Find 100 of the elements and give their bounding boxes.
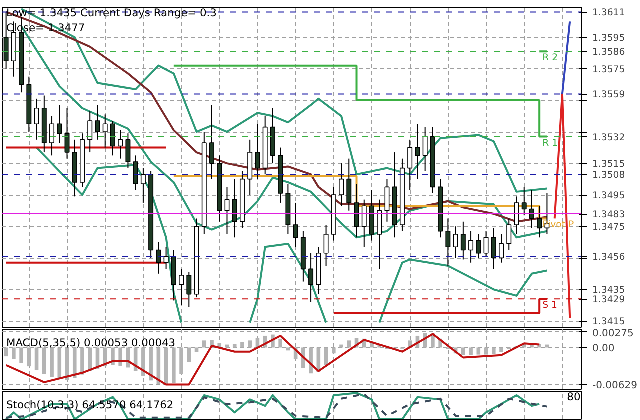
series-label: R 1 xyxy=(542,138,558,149)
candlestick xyxy=(88,111,93,154)
candlestick xyxy=(324,224,329,267)
candlestick xyxy=(453,226,458,259)
text: MACD(5,35,5) 0.00053 0.00043 xyxy=(6,336,176,350)
candlestick xyxy=(476,234,482,259)
candlestick xyxy=(179,268,184,306)
candlestick xyxy=(164,246,169,270)
candlestick xyxy=(460,221,466,260)
line-series xyxy=(249,242,328,324)
candlestick xyxy=(354,184,360,238)
candlestick xyxy=(64,108,70,160)
candlestick xyxy=(468,230,474,264)
bar xyxy=(194,348,199,352)
bar xyxy=(462,348,466,356)
candlestick xyxy=(57,104,62,144)
candlestick xyxy=(384,178,390,222)
ref-line-label: 1.3532 xyxy=(592,132,626,144)
bar xyxy=(232,344,237,348)
candlestick xyxy=(95,104,100,140)
line-series xyxy=(36,146,183,324)
ref-line-label: 1.3586 xyxy=(592,47,626,58)
bar xyxy=(34,348,39,370)
candlestick xyxy=(422,126,428,172)
candlestick xyxy=(308,252,314,303)
candlestick xyxy=(255,124,260,180)
candlestick xyxy=(140,168,146,204)
bar xyxy=(202,340,206,348)
bar xyxy=(484,348,488,355)
candlestick xyxy=(102,114,108,148)
candlestick xyxy=(415,124,420,180)
candlestick xyxy=(499,234,504,264)
line-series xyxy=(5,333,541,386)
bar xyxy=(476,348,481,355)
y-tick-label: 1.3495 xyxy=(592,190,626,202)
candlestick xyxy=(484,230,489,258)
candlestick xyxy=(186,272,192,308)
ref-line-label: 1.3611 xyxy=(592,8,626,19)
y-tick-label: 1.3475 xyxy=(592,222,626,234)
y-tick-label: 1.3595 xyxy=(592,32,626,44)
bar xyxy=(469,348,473,356)
y-tick-label: 1.3515 xyxy=(592,159,626,170)
y-tick-label: 1.3575 xyxy=(592,64,626,76)
bar xyxy=(172,348,176,384)
series-label: S 1 xyxy=(542,300,558,312)
candlestick xyxy=(210,104,214,180)
bar xyxy=(142,348,146,376)
candlestick xyxy=(126,133,131,169)
candlestick xyxy=(293,202,298,248)
candlestick xyxy=(34,98,40,140)
bar xyxy=(180,348,184,374)
bar xyxy=(286,348,290,351)
bar xyxy=(324,348,328,366)
bar xyxy=(58,348,62,380)
candlestick xyxy=(110,120,116,156)
candlestick xyxy=(522,186,527,216)
candlestick xyxy=(224,186,230,235)
candlestick xyxy=(133,155,138,191)
candlestick xyxy=(232,178,238,238)
candlestick xyxy=(377,199,382,270)
bar xyxy=(149,348,153,381)
y-tick-label: 1.3435 xyxy=(592,285,626,296)
annotation: 80 xyxy=(567,390,581,404)
candlestick xyxy=(339,163,344,207)
ref-line-label: 1.3429 xyxy=(592,294,626,306)
bar xyxy=(347,340,352,348)
bar xyxy=(240,342,244,348)
candlestick xyxy=(346,158,352,212)
y-tick-label: 0.00 xyxy=(592,344,615,355)
series-label: R 2 xyxy=(542,52,558,64)
ref-line-label: 1.3483 xyxy=(592,210,626,220)
candlestick xyxy=(408,139,413,191)
bar xyxy=(12,348,16,360)
candlestick xyxy=(506,218,512,251)
bar xyxy=(500,348,504,352)
bar xyxy=(88,348,92,372)
candlestick xyxy=(514,196,520,235)
ref-line-label: 1.3456 xyxy=(592,252,626,264)
ref-line-label: 1.3508 xyxy=(592,170,626,182)
line-series xyxy=(378,258,548,324)
y-tick-label: 0.00275 xyxy=(592,328,634,340)
bar xyxy=(80,348,84,375)
candlestick xyxy=(446,218,451,267)
candlestick xyxy=(118,130,124,160)
candlestick xyxy=(362,199,367,248)
bar xyxy=(4,348,8,357)
bar xyxy=(278,338,282,348)
bar xyxy=(332,348,336,354)
candlestick xyxy=(537,206,542,238)
bar xyxy=(187,348,192,362)
ref-line-label: 1.3559 xyxy=(592,90,626,101)
candlestick xyxy=(156,242,162,274)
bar xyxy=(248,340,252,348)
bar xyxy=(72,348,77,378)
candlestick xyxy=(50,116,55,156)
bar xyxy=(50,348,54,378)
bar xyxy=(492,348,496,354)
y-tick-label: 1.3415 xyxy=(592,316,626,328)
bar xyxy=(20,348,24,364)
bar xyxy=(42,348,46,374)
